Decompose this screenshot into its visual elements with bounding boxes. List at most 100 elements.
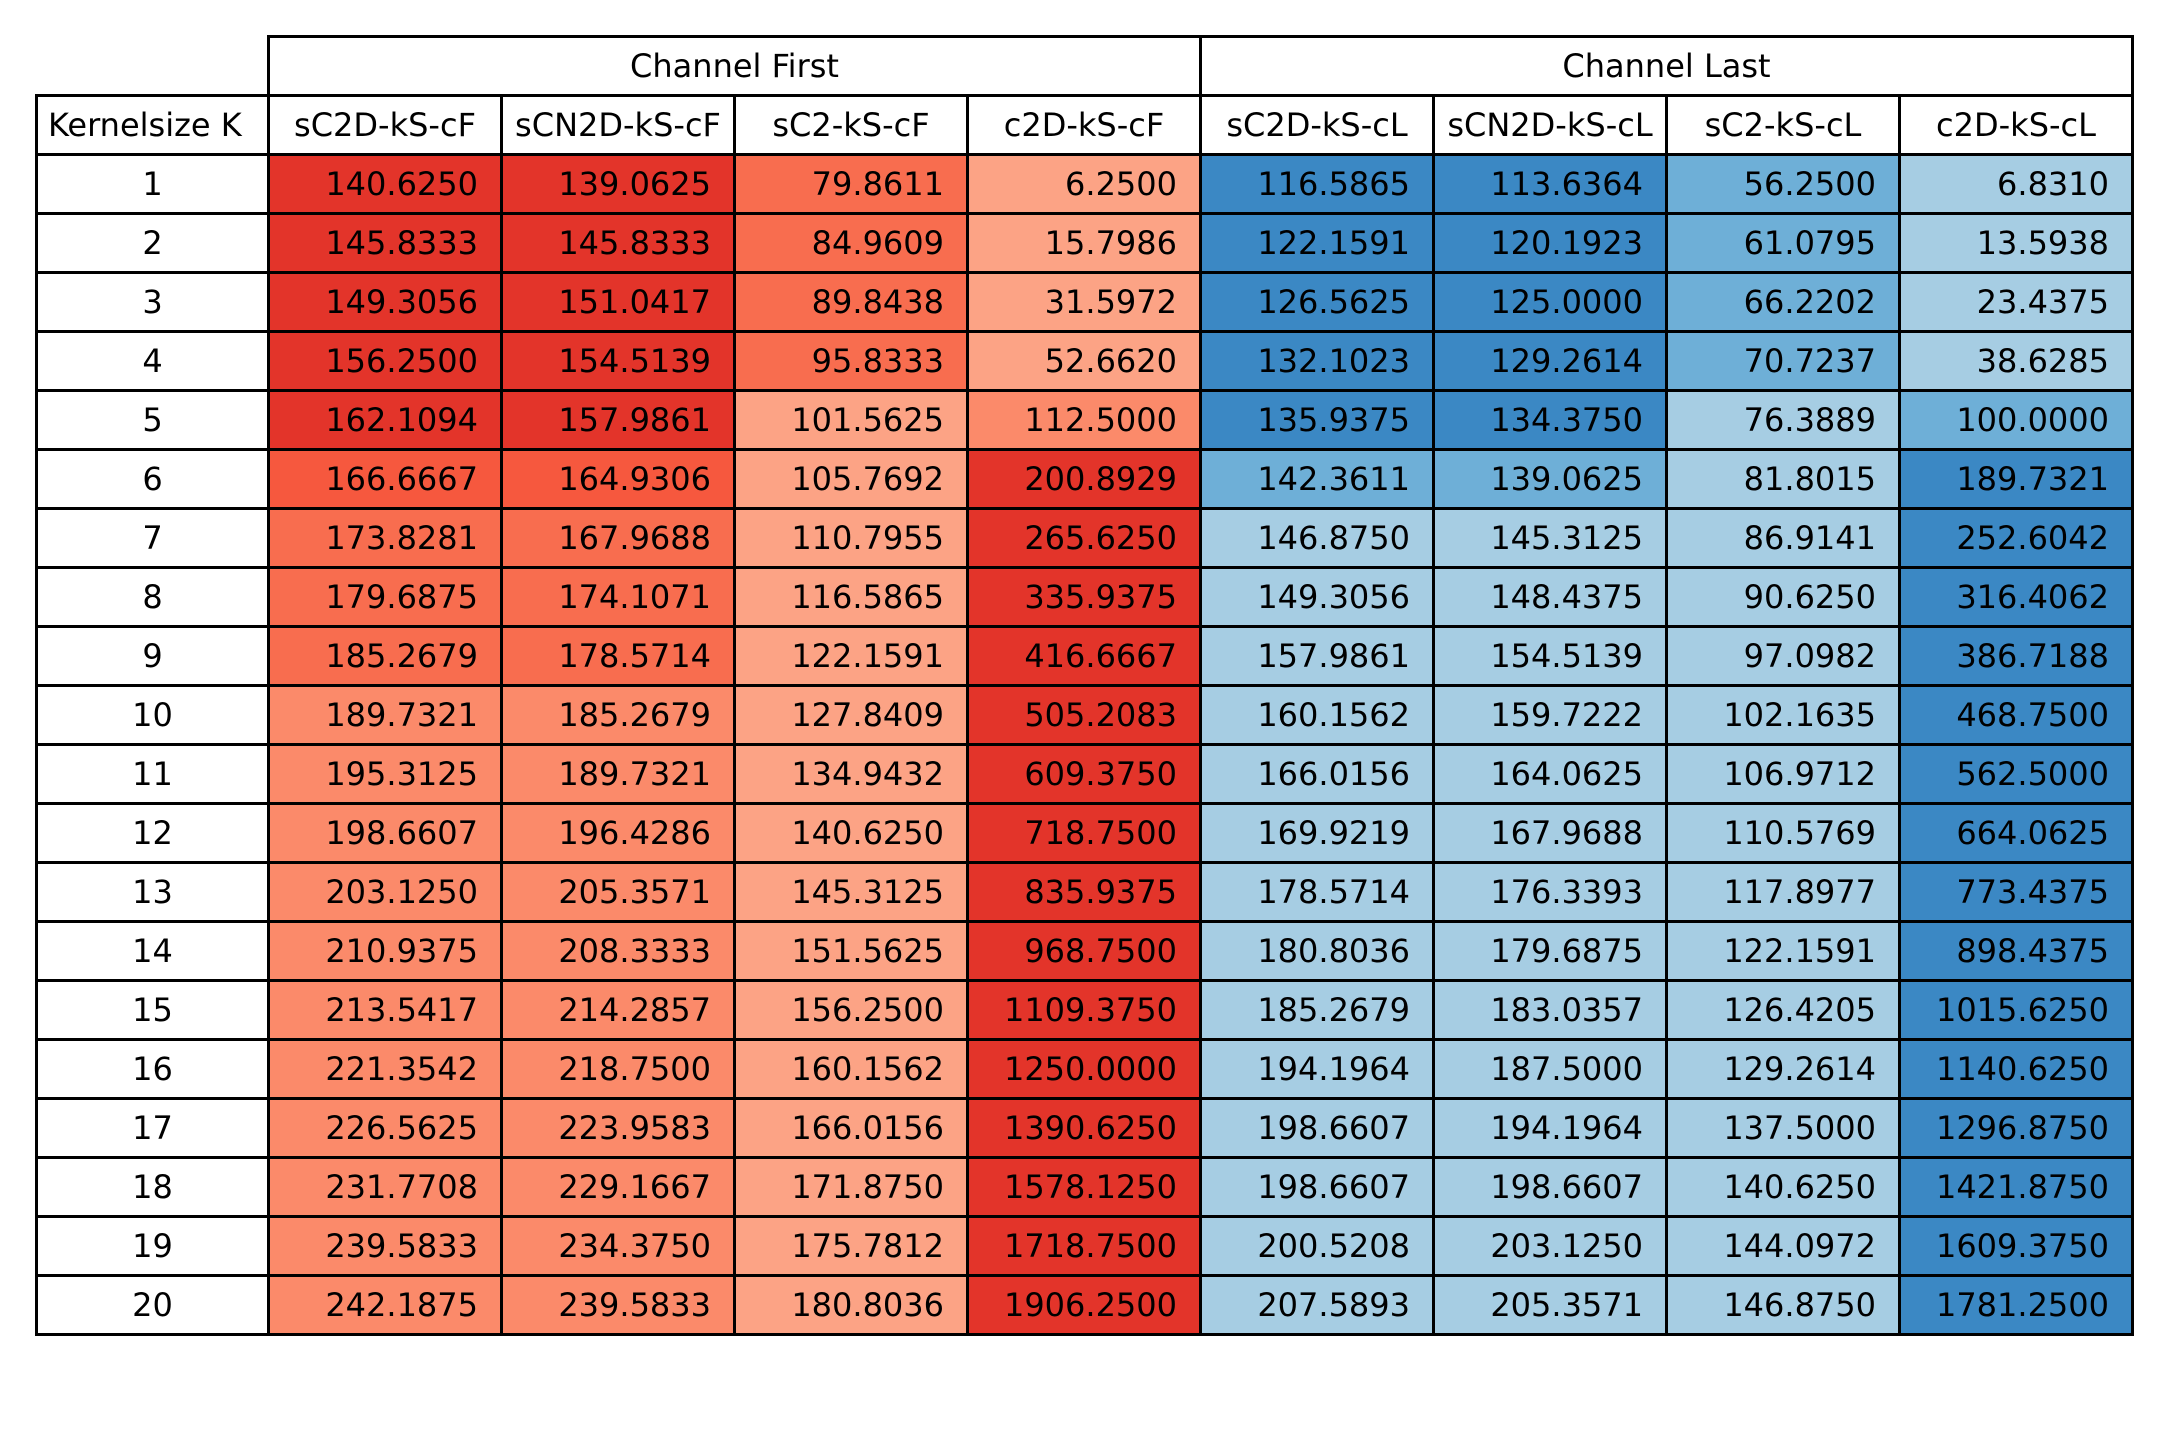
value-cell: 1015.6250	[1898, 979, 2134, 1041]
value-cell: 102.1635	[1665, 684, 1901, 746]
value-cell: 562.5000	[1898, 743, 2134, 805]
value-cell: 252.6042	[1898, 507, 2134, 569]
kernel-size-cell: 8	[35, 566, 270, 628]
value-cell: 187.5000	[1432, 1038, 1668, 1100]
value-cell: 140.6250	[733, 802, 969, 864]
value-cell: 142.3611	[1199, 448, 1435, 510]
value-cell: 180.8036	[1199, 920, 1435, 982]
value-cell: 79.8611	[733, 153, 969, 215]
value-cell: 198.6607	[1199, 1097, 1435, 1159]
value-cell: 139.0625	[1432, 448, 1668, 510]
results-table: Channel First Channel Last Kernelsize K …	[35, 35, 2134, 1336]
kernel-size-cell: 16	[35, 1038, 270, 1100]
value-cell: 185.2679	[500, 684, 736, 746]
value-cell: 134.3750	[1432, 389, 1668, 451]
value-cell: 89.8438	[733, 271, 969, 333]
table-row: 14 210.9375 208.3333 151.5625 968.7500 180.80…	[35, 920, 2134, 982]
value-cell: 125.0000	[1432, 271, 1668, 333]
value-cell: 214.2857	[500, 979, 736, 1041]
column-header: c2D-kS-cF	[966, 94, 1202, 156]
value-cell: 835.9375	[966, 861, 1202, 923]
value-cell: 105.7692	[733, 448, 969, 510]
value-cell: 134.9432	[733, 743, 969, 805]
value-cell: 205.3571	[1432, 1274, 1668, 1336]
value-cell: 196.4286	[500, 802, 736, 864]
value-cell: 97.0982	[1665, 625, 1901, 687]
column-header: sCN2D-kS-cF	[500, 94, 736, 156]
value-cell: 31.5972	[966, 271, 1202, 333]
value-cell: 126.4205	[1665, 979, 1901, 1041]
value-cell: 154.5139	[500, 330, 736, 392]
value-cell: 505.2083	[966, 684, 1202, 746]
value-cell: 144.0972	[1665, 1215, 1901, 1277]
value-cell: 1109.3750	[966, 979, 1202, 1041]
table-row: 2 145.8333 145.8333 84.9609 15.7986 122.1591 1…	[35, 212, 2134, 274]
kernel-size-cell: 17	[35, 1097, 270, 1159]
value-cell: 160.1562	[1199, 684, 1435, 746]
value-cell: 164.0625	[1432, 743, 1668, 805]
value-cell: 117.8977	[1665, 861, 1901, 923]
value-cell: 231.7708	[267, 1156, 503, 1218]
value-cell: 718.7500	[966, 802, 1202, 864]
value-cell: 106.9712	[1665, 743, 1901, 805]
table-row: 7 173.8281 167.9688 110.7955 265.6250 146.875…	[35, 507, 2134, 569]
value-cell: 110.7955	[733, 507, 969, 569]
value-cell: 156.2500	[267, 330, 503, 392]
value-cell: 162.1094	[267, 389, 503, 451]
column-header: c2D-kS-cL	[1898, 94, 2134, 156]
value-cell: 171.8750	[733, 1156, 969, 1218]
value-cell: 223.9583	[500, 1097, 736, 1159]
table-row: 5 162.1094 157.9861 101.5625 112.5000 135.937…	[35, 389, 2134, 451]
table-body: 1 140.6250 139.0625 79.8611 6.2500 116.5865 11…	[35, 153, 2134, 1336]
value-cell: 169.9219	[1199, 802, 1435, 864]
value-cell: 159.7222	[1432, 684, 1668, 746]
table-row: 12 198.6607 196.4286 140.6250 718.7500 169.92…	[35, 802, 2134, 864]
column-header: sC2D-kS-cL	[1199, 94, 1435, 156]
value-cell: 145.3125	[733, 861, 969, 923]
value-cell: 122.1591	[733, 625, 969, 687]
value-cell: 221.3542	[267, 1038, 503, 1100]
value-cell: 66.2202	[1665, 271, 1901, 333]
value-cell: 95.8333	[733, 330, 969, 392]
value-cell: 151.5625	[733, 920, 969, 982]
table-row: 6 166.6667 164.9306 105.7692 200.8929 142.361…	[35, 448, 2134, 510]
value-cell: 1781.2500	[1898, 1274, 2134, 1336]
value-cell: 61.0795	[1665, 212, 1901, 274]
value-cell: 139.0625	[500, 153, 736, 215]
value-cell: 157.9861	[1199, 625, 1435, 687]
value-cell: 166.0156	[733, 1097, 969, 1159]
value-cell: 122.1591	[1199, 212, 1435, 274]
value-cell: 194.1964	[1199, 1038, 1435, 1100]
value-cell: 194.1964	[1432, 1097, 1668, 1159]
value-cell: 968.7500	[966, 920, 1202, 982]
table-row: 20 242.1875 239.5833 180.8036 1906.2500 207.5…	[35, 1274, 2134, 1336]
kernel-size-cell: 3	[35, 271, 270, 333]
value-cell: 84.9609	[733, 212, 969, 274]
value-cell: 137.5000	[1665, 1097, 1901, 1159]
value-cell: 129.2614	[1432, 330, 1668, 392]
value-cell: 166.0156	[1199, 743, 1435, 805]
value-cell: 122.1591	[1665, 920, 1901, 982]
value-cell: 1296.8750	[1898, 1097, 2134, 1159]
kernel-size-cell: 14	[35, 920, 270, 982]
value-cell: 154.5139	[1432, 625, 1668, 687]
value-cell: 1609.3750	[1898, 1215, 2134, 1277]
value-cell: 335.9375	[966, 566, 1202, 628]
value-cell: 145.8333	[500, 212, 736, 274]
group-header-channel-first: Channel First	[267, 35, 1202, 97]
table-row: 16 221.3542 218.7500 160.1562 1250.0000 194.1…	[35, 1038, 2134, 1100]
value-cell: 146.8750	[1199, 507, 1435, 569]
value-cell: 15.7986	[966, 212, 1202, 274]
value-cell: 180.8036	[733, 1274, 969, 1336]
value-cell: 13.5938	[1898, 212, 2134, 274]
value-cell: 38.6285	[1898, 330, 2134, 392]
table-row: 10 189.7321 185.2679 127.8409 505.2083 160.15…	[35, 684, 2134, 746]
table-row: 3 149.3056 151.0417 89.8438 31.5972 126.5625 1…	[35, 271, 2134, 333]
value-cell: 183.0357	[1432, 979, 1668, 1041]
kernel-size-cell: 9	[35, 625, 270, 687]
kernel-size-cell: 5	[35, 389, 270, 451]
column-header: sC2D-kS-cF	[267, 94, 503, 156]
value-cell: 178.5714	[500, 625, 736, 687]
value-cell: 120.1923	[1432, 212, 1668, 274]
table-row: 17 226.5625 223.9583 166.0156 1390.6250 198.6…	[35, 1097, 2134, 1159]
